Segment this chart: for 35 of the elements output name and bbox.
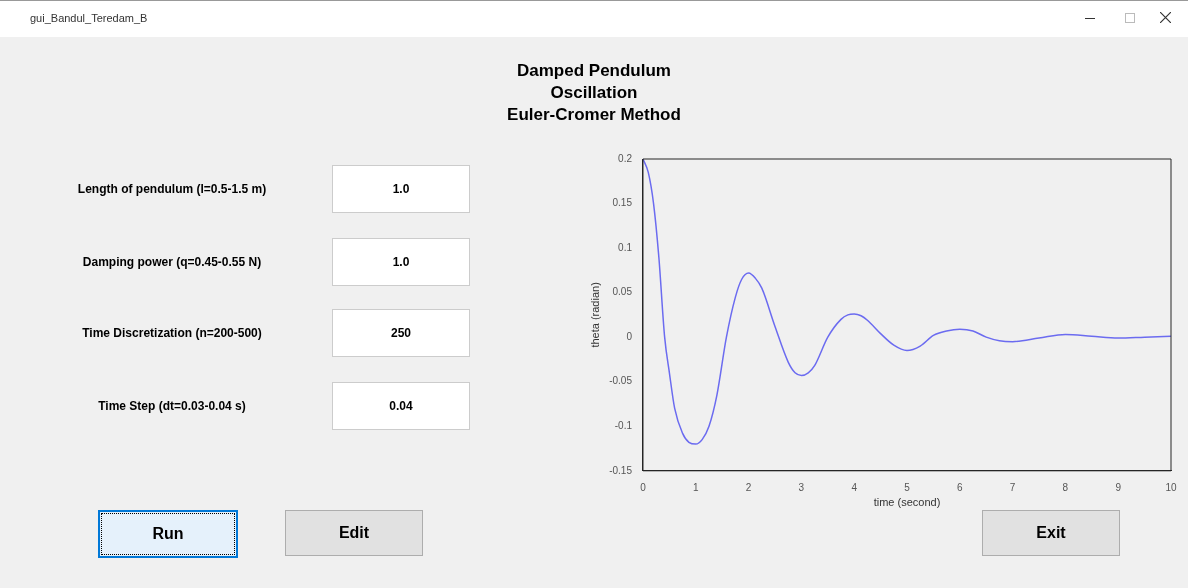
text: Edit (338, 524, 370, 541)
text: Damping power (q=0.45-0.55 N) (82, 255, 262, 269)
y-tick-label: -0.05 (609, 375, 633, 387)
y-tick-label: 0.15 (612, 197, 633, 209)
x-tick-label: 10 (1165, 481, 1177, 493)
x-tick-label: 9 (1115, 481, 1122, 493)
text: gui_Bandul_Teredam_B (30, 12, 148, 24)
text: 1.0 (392, 182, 410, 196)
line-series (642, 159, 1171, 445)
y-tick-label: 0.05 (612, 286, 633, 298)
x-axis-title: time (second) (873, 496, 941, 509)
text: Exit (1036, 524, 1066, 541)
y-axis-title: theta (radian) (588, 282, 601, 348)
chart-title: Damped Pendulum Oscillation Euler-Cromer Method (506, 60, 682, 126)
x-tick-label: 0 (640, 481, 647, 493)
x-tick-label: 1 (693, 481, 700, 493)
y-tick-label: -0.15 (609, 464, 633, 476)
x-tick-label: 4 (851, 481, 858, 493)
y-tick-label: 0 (626, 330, 633, 342)
x-tick-label: 7 (1009, 481, 1016, 493)
y-tick-label: 0.1 (618, 241, 633, 253)
text: 250 (390, 326, 412, 340)
text: Length of pendulum (l=0.5-1.5 m) (77, 182, 267, 196)
y-tick-label: 0.2 (618, 152, 633, 164)
x-tick-label: 2 (745, 481, 752, 493)
text: 0.04 (389, 399, 413, 413)
x-tick-label: 5 (904, 481, 911, 493)
text: 1.0 (392, 255, 410, 269)
text: Time Discretization (n=200-500) (82, 326, 262, 340)
x-tick-label: 6 (957, 481, 964, 493)
x-tick-label: 3 (798, 481, 805, 493)
text: Time Step (dt=0.03-0.04 s) (98, 399, 246, 413)
x-tick-label: 8 (1062, 481, 1069, 493)
y-tick-label: -0.1 (614, 420, 633, 432)
text: Run (152, 525, 184, 542)
